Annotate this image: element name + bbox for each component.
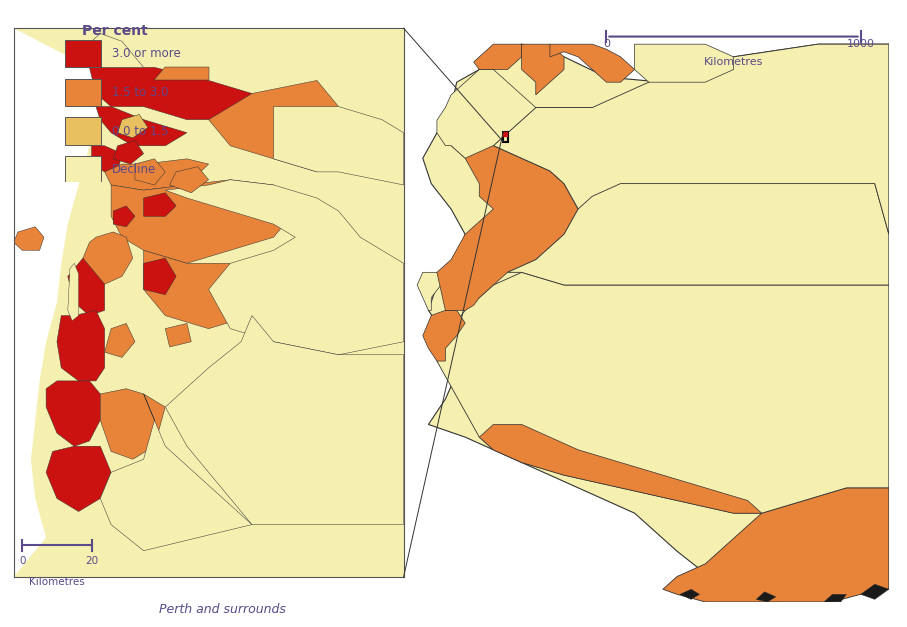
Polygon shape [68,258,104,315]
Polygon shape [46,446,112,512]
FancyBboxPatch shape [65,78,101,105]
Text: 20: 20 [85,556,98,566]
Polygon shape [154,68,209,80]
Polygon shape [680,589,699,599]
Polygon shape [756,592,775,602]
Polygon shape [522,44,564,95]
Polygon shape [550,44,635,82]
Polygon shape [112,180,296,263]
Polygon shape [14,28,101,577]
Text: 0: 0 [19,556,25,566]
Polygon shape [57,310,104,381]
Polygon shape [104,324,135,357]
Polygon shape [165,180,404,355]
Polygon shape [473,44,522,70]
Polygon shape [118,115,148,138]
Polygon shape [824,594,846,602]
Polygon shape [90,68,274,120]
Polygon shape [96,107,187,146]
Polygon shape [437,272,889,513]
Polygon shape [113,206,135,227]
Polygon shape [143,250,263,329]
Text: Kilometres: Kilometres [29,577,85,587]
Polygon shape [479,424,762,513]
Text: Per cent: Per cent [82,24,147,38]
Text: 1.5 to 3.0: 1.5 to 3.0 [112,86,168,98]
Polygon shape [861,584,889,599]
Polygon shape [417,272,445,310]
Polygon shape [14,28,404,577]
Text: 1000: 1000 [846,40,874,50]
Polygon shape [437,145,578,310]
FancyBboxPatch shape [65,40,101,66]
Polygon shape [143,258,176,295]
Polygon shape [104,159,209,190]
Text: 3.0 or more: 3.0 or more [112,46,180,60]
Polygon shape [663,488,889,602]
Polygon shape [493,44,889,234]
Polygon shape [165,315,404,525]
Polygon shape [143,193,176,216]
Polygon shape [83,33,143,68]
Polygon shape [46,381,101,446]
Text: Perth and surrounds: Perth and surrounds [159,603,286,616]
Text: Kilometres: Kilometres [704,57,763,67]
Polygon shape [101,394,252,551]
Polygon shape [165,324,191,347]
Polygon shape [135,159,165,185]
Polygon shape [493,82,889,285]
Polygon shape [274,107,404,185]
Polygon shape [113,140,143,164]
Polygon shape [209,80,338,172]
Polygon shape [437,70,536,158]
FancyBboxPatch shape [65,157,101,184]
Polygon shape [83,232,132,284]
Polygon shape [14,227,44,250]
Text: Decline: Decline [112,164,156,176]
Polygon shape [170,167,209,193]
Polygon shape [101,389,165,460]
Polygon shape [423,310,465,361]
Text: 0.0 to 1.5: 0.0 to 1.5 [112,125,168,137]
Text: 0: 0 [603,40,610,50]
Polygon shape [92,146,122,172]
Polygon shape [423,44,889,602]
FancyBboxPatch shape [65,117,101,145]
Polygon shape [635,44,734,82]
Polygon shape [68,263,79,321]
